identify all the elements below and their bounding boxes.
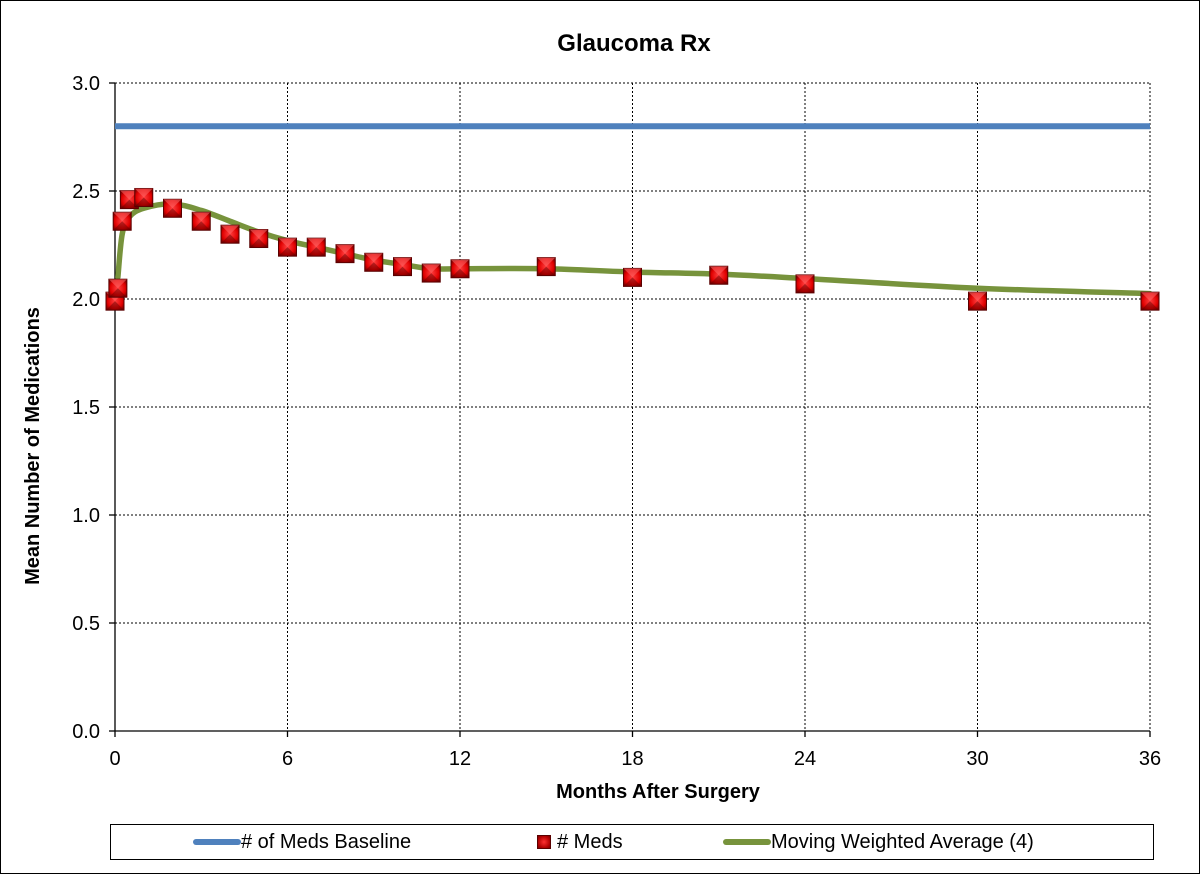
- meds-data-point: [1140, 291, 1160, 311]
- x-tick-label: 6: [282, 748, 293, 770]
- x-tick-label: 18: [621, 748, 643, 770]
- legend-swatch-baseline: [193, 839, 241, 845]
- legend-label-meds: # Meds: [557, 830, 623, 853]
- y-tick-label: 1.5: [72, 397, 100, 419]
- legend-label-baseline: # of Meds Baseline: [241, 830, 412, 853]
- x-tick-labels: 0 6 12 18 24 30 36: [109, 748, 1161, 770]
- series: [105, 123, 1160, 311]
- legend-swatch-meds: [537, 835, 551, 849]
- x-axis-label: Months After Surgery: [556, 781, 761, 803]
- legend-item-meds: # Meds: [537, 825, 623, 859]
- meds-data-point: [220, 224, 240, 244]
- legend-label-moving-average: Moving Weighted Average (4): [771, 830, 1034, 853]
- y-tick-label: 2.0: [72, 289, 100, 311]
- meds-data-point: [393, 257, 412, 277]
- legend-swatch-moving-average: [723, 839, 771, 845]
- meds-data-point: [450, 259, 470, 279]
- meds-data-point: [191, 211, 211, 231]
- meds-data-point: [249, 229, 269, 249]
- meds-data-point: [306, 237, 326, 257]
- x-tick-label: 0: [109, 748, 120, 770]
- x-tick-label: 30: [966, 748, 988, 770]
- legend-item-moving-average: Moving Weighted Average (4): [723, 825, 1034, 859]
- y-tick-label: 2.5: [72, 181, 100, 203]
- meds-data-point: [163, 198, 182, 218]
- y-tick-labels: 0.0 0.5 1.0 1.5 2.0 2.5 3.0: [72, 73, 100, 743]
- x-tick-label: 24: [794, 748, 816, 770]
- meds-data-point: [623, 267, 642, 287]
- x-tick-label: 12: [449, 748, 471, 770]
- meds-data-point: [134, 187, 154, 207]
- meds-data-point: [278, 237, 297, 257]
- meds-data-point: [112, 211, 132, 231]
- x-tick-label: 36: [1139, 748, 1161, 770]
- y-tick-label: 1.0: [72, 505, 100, 527]
- legend-item-baseline: # of Meds Baseline: [193, 825, 411, 859]
- axes: [109, 82, 1151, 737]
- meds-data-point: [536, 257, 556, 277]
- meds-data-point: [795, 274, 815, 294]
- grid-lines: [115, 82, 1151, 731]
- chart-title: Glaucoma Rx: [557, 30, 711, 57]
- y-axis-label: Mean Number of Medications: [22, 307, 44, 585]
- meds-data-point: [335, 244, 355, 264]
- meds-data-point: [364, 252, 384, 272]
- y-tick-label: 0.5: [72, 613, 100, 635]
- meds-data-point: [108, 278, 128, 298]
- chart-legend: # of Meds Baseline # Meds Moving Weighte…: [110, 824, 1154, 860]
- y-tick-label: 3.0: [72, 73, 100, 95]
- meds-data-point: [709, 265, 729, 285]
- meds-data-point: [968, 291, 987, 311]
- y-tick-label: 0.0: [72, 721, 100, 743]
- meds-data-point: [421, 263, 441, 283]
